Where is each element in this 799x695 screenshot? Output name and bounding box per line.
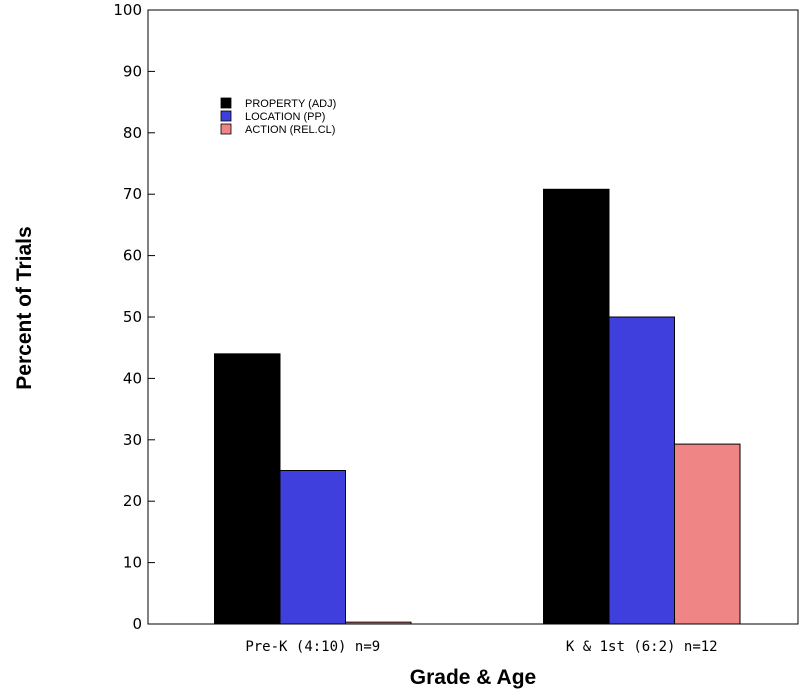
- bar-location-pp-1: [279, 470, 346, 625]
- y-tick-label: 100: [113, 1, 142, 19]
- y-axis: 0 10 20 30 40 50 60 70 80 90 100: [113, 1, 155, 633]
- y-tick-label: 50: [123, 308, 142, 326]
- y-tick-label: 30: [123, 431, 142, 449]
- x-axis-title: Grade & Age: [410, 666, 536, 689]
- y-tick-label: 80: [123, 124, 142, 142]
- y-tick-label: 20: [123, 492, 142, 510]
- legend-swatch: [220, 97, 232, 109]
- bars: [214, 188, 741, 625]
- x-category-label: K & 1st (6:2) n=12: [566, 639, 718, 655]
- y-tick-label: 60: [123, 247, 142, 265]
- bar-action-rel-cl-1: [345, 621, 412, 625]
- bar-property-adj-2: [543, 188, 610, 625]
- legend: PROPERTY (ADJ)LOCATION (PP)ACTION (REL.C…: [220, 97, 336, 136]
- legend-swatch: [220, 123, 232, 135]
- legend-label: ACTION (REL.CL): [245, 124, 335, 136]
- bar-location-pp-2: [608, 316, 675, 625]
- y-tick-label: 40: [123, 369, 142, 387]
- x-category-label: Pre-K (4:10) n=9: [245, 639, 380, 655]
- bar-action-rel-cl-2: [674, 443, 741, 625]
- legend-label: PROPERTY (ADJ): [245, 98, 336, 110]
- legend-swatch: [220, 110, 232, 122]
- bar-property-adj-1: [214, 353, 281, 625]
- legend-label: LOCATION (PP): [245, 111, 325, 123]
- y-axis-title: Percent of Trials: [13, 226, 36, 389]
- x-axis: Pre-K (4:10) n=9 K & 1st (6:2) n=12: [245, 639, 717, 655]
- y-tick-label: 0: [132, 615, 142, 633]
- y-tick-label: 70: [123, 185, 142, 203]
- y-tick-label: 10: [123, 554, 142, 572]
- y-tick-label: 90: [123, 62, 142, 80]
